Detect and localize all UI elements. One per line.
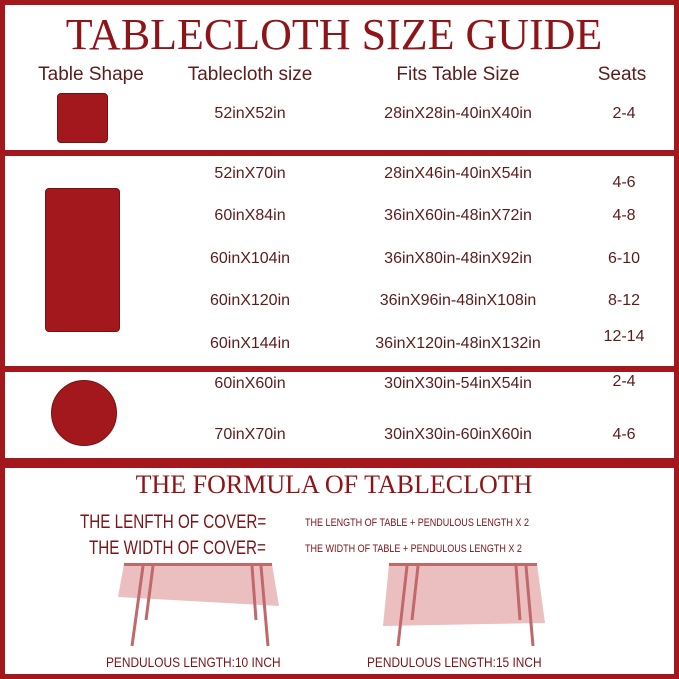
rectangle-row-seats: 12-14 <box>603 328 645 345</box>
pendulous-15-label: PENDULOUS LENGTH:15 INCH <box>367 654 542 670</box>
header-shape: Table Shape <box>38 64 144 85</box>
rectangle-row-seats: 4-8 <box>612 207 636 224</box>
header-fits: Fits Table Size <box>396 64 520 85</box>
table-10-inch-illustration <box>118 563 279 647</box>
rectangle-row-size: 60inX120in <box>209 292 291 309</box>
square-row-fits: 28inX28in-40inX40in <box>384 105 532 122</box>
round-table-icon <box>51 380 117 446</box>
rectangle-row-size: 52inX70in <box>214 165 286 182</box>
rectangle-table-icon <box>45 188 120 332</box>
page-title: TABLECLOTH SIZE GUIDE <box>65 10 603 59</box>
rectangle-row-seats: 4-6 <box>612 174 636 191</box>
round-row-fits: 30inX30in-60inX60in <box>384 426 532 443</box>
round-row-size: 70inX70in <box>214 426 286 443</box>
formula-title: THE FORMULA OF TABLECLOTH <box>135 470 533 499</box>
rectangle-row-fits: 36inX96in-48inX108in <box>379 292 537 309</box>
rectangle-row-size: 60inX104in <box>209 250 291 267</box>
round-row-fits: 30inX30in-54inX54in <box>384 375 532 392</box>
square-row-seats: 2-4 <box>612 105 636 122</box>
round-row-seats: 2-4 <box>612 373 636 390</box>
length-expression: THE LENGTH OF TABLE + PENDULOUS LENGTH X… <box>305 517 529 529</box>
rectangle-row-size: 60inX84in <box>214 207 286 224</box>
rectangle-row-seats: 8-12 <box>607 292 641 309</box>
table-15-inch-illustration <box>383 563 545 647</box>
square-section <box>5 5 674 150</box>
square-row-size: 52inX52in <box>214 105 286 122</box>
header-size: Tablecloth size <box>187 64 313 85</box>
rectangle-row-fits: 36inX60in-48inX72in <box>384 207 532 224</box>
rectangle-row-fits: 36inX120in-48inX132in <box>375 335 541 352</box>
width-expression: THE WIDTH OF TABLE + PENDULOUS LENGTH X … <box>305 543 522 555</box>
rectangle-row-seats: 6-10 <box>607 250 641 267</box>
rectangle-row-fits: 36inX80in-48inX92in <box>384 250 532 267</box>
table-illustrations <box>118 563 545 647</box>
length-label: THE LENFTH OF COVER= <box>80 512 267 533</box>
width-label: THE WIDTH OF COVER= <box>89 538 266 559</box>
rectangle-row-fits: 28inX46in-40inX54in <box>384 165 532 182</box>
formula-section <box>5 468 674 674</box>
round-row-seats: 4-6 <box>612 426 636 443</box>
rectangle-row-size: 60inX144in <box>209 335 291 352</box>
square-table-icon <box>57 93 108 143</box>
round-row-size: 60inX60in <box>214 375 286 392</box>
pendulous-10-label: PENDULOUS LENGTH:10 INCH <box>106 654 281 670</box>
header-seats: Seats <box>597 64 647 85</box>
